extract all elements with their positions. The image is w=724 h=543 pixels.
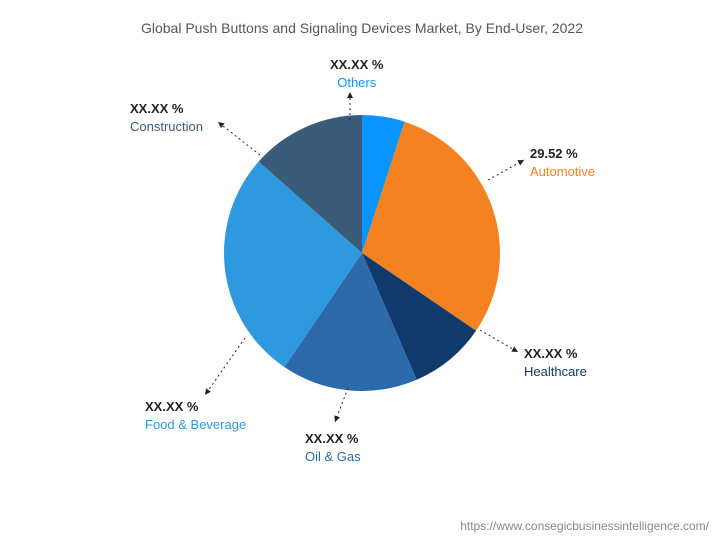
slice-label-others: XX.XX %Others [330, 56, 383, 91]
slice-category: Healthcare [524, 364, 587, 379]
slice-label-construction: XX.XX %Construction [130, 100, 203, 135]
slice-category: Construction [130, 119, 203, 134]
slice-pct: XX.XX % [305, 430, 361, 448]
slice-pct: XX.XX % [145, 398, 246, 416]
slice-label-oil-gas: XX.XX %Oil & Gas [305, 430, 361, 465]
slice-pct: XX.XX % [130, 100, 203, 118]
chart-title: Global Push Buttons and Signaling Device… [0, 20, 724, 36]
slice-label-food-beverage: XX.XX %Food & Beverage [145, 398, 246, 433]
slice-category: Others [337, 75, 376, 90]
slice-pct: 29.52 % [530, 145, 595, 163]
pie-chart [224, 115, 500, 391]
slice-label-healthcare: XX.XX %Healthcare [524, 345, 587, 380]
slice-category: Oil & Gas [305, 449, 361, 464]
slice-pct: XX.XX % [524, 345, 587, 363]
slice-category: Automotive [530, 164, 595, 179]
slice-label-automotive: 29.52 %Automotive [530, 145, 595, 180]
source-url: https://www.consegicbusinessintelligence… [460, 519, 709, 533]
slice-pct: XX.XX % [330, 56, 383, 74]
slice-category: Food & Beverage [145, 417, 246, 432]
